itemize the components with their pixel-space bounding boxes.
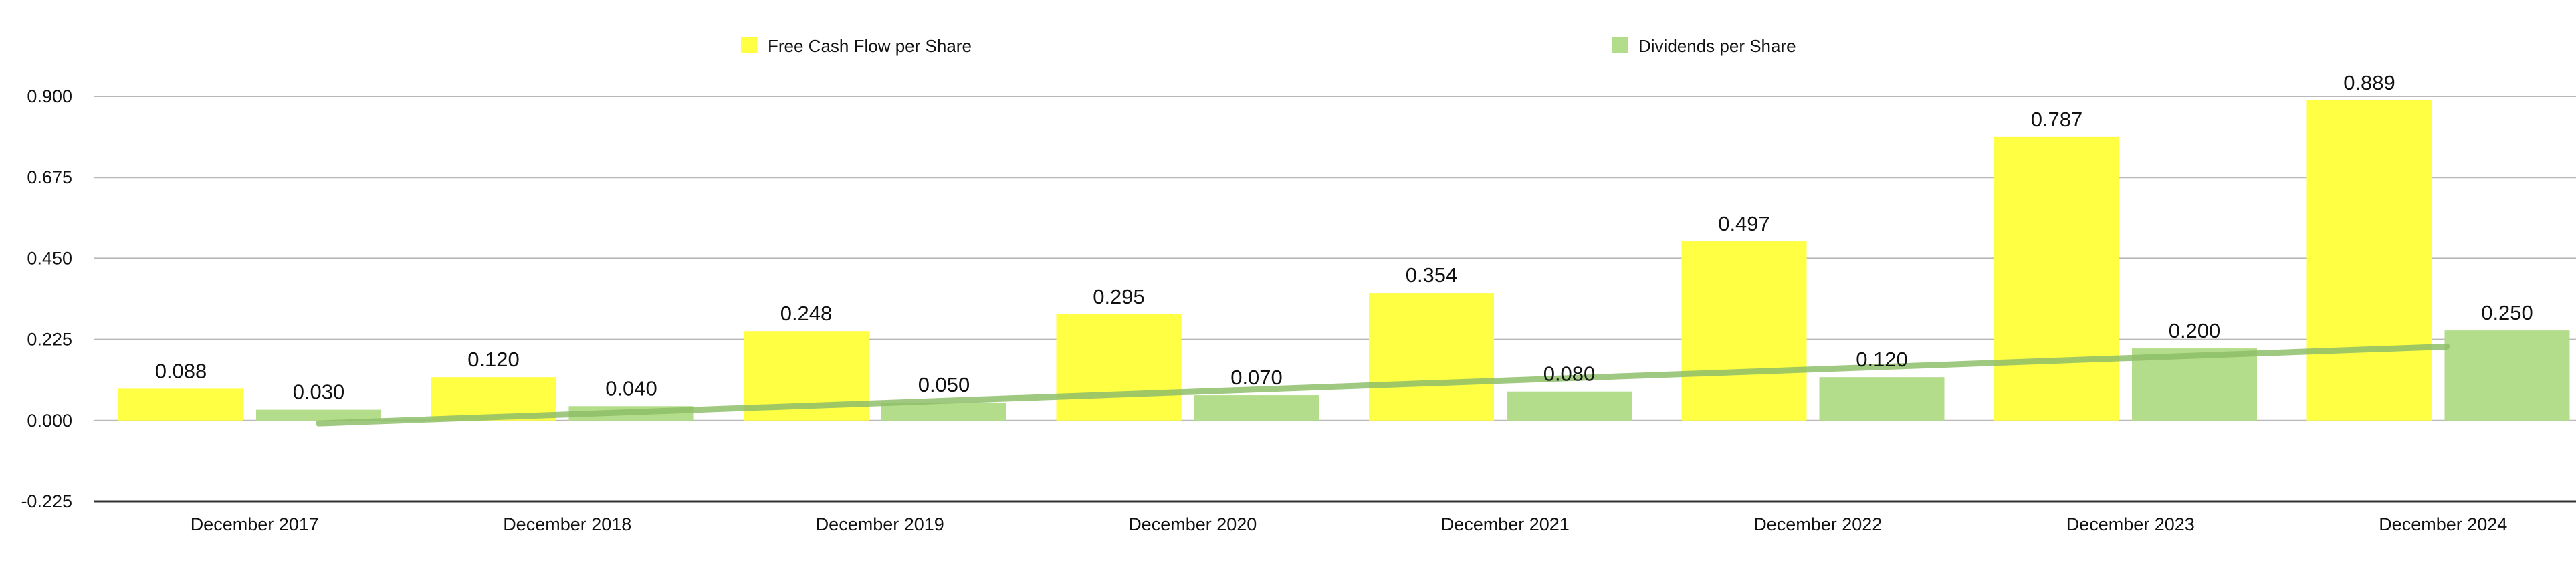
- legend-label-dividends: Dividends per Share: [1638, 36, 1796, 56]
- x-tick-label: December 2021: [1441, 514, 1570, 534]
- y-tick-label: 0.450: [27, 248, 72, 268]
- data-label: 0.200: [2169, 319, 2221, 342]
- legend: Free Cash Flow per Share Dividends per S…: [741, 36, 1796, 56]
- data-label: 0.088: [155, 359, 207, 382]
- bar-free-cash-flow: [2306, 100, 2432, 421]
- data-label: 0.040: [605, 376, 657, 400]
- x-tick-label: December 2024: [2379, 514, 2507, 534]
- x-tick-label: December 2018: [503, 514, 631, 534]
- x-tick-label: December 2017: [191, 514, 319, 534]
- data-label: 0.120: [467, 348, 520, 371]
- data-label: 0.030: [293, 380, 345, 404]
- trendline-dividends: [316, 343, 2450, 427]
- bar-free-cash-flow: [1994, 136, 2119, 421]
- y-tick-label: 0.225: [27, 330, 72, 350]
- legend-label-fcf: Free Cash Flow per Share: [768, 36, 972, 56]
- data-label: 0.120: [1856, 348, 1908, 371]
- bar-dividends: [2444, 330, 2570, 421]
- bar-free-cash-flow: [1369, 293, 1494, 421]
- x-tick-label: December 2019: [816, 514, 944, 534]
- data-label: 0.497: [1718, 212, 1770, 235]
- y-tick-label: 0.900: [27, 86, 72, 106]
- data-label: 0.250: [2481, 301, 2533, 324]
- data-label: 0.295: [1093, 285, 1145, 308]
- bars-layer: [118, 100, 2570, 421]
- bar-dividends: [881, 402, 1006, 421]
- data-label: 0.050: [918, 373, 970, 397]
- legend-swatch-dividends: [1612, 37, 1628, 53]
- labels-layer: 0.088 0.030 December 2017 0.120 0.040 Decembe…: [155, 71, 2533, 534]
- x-tick-label: December 2020: [1128, 514, 1257, 534]
- data-label: 0.889: [2343, 71, 2395, 94]
- trend-layer: [316, 343, 2450, 427]
- bar-free-cash-flow: [1056, 314, 1182, 421]
- data-label: 0.080: [1543, 362, 1596, 386]
- y-tick-label: -0.225: [21, 491, 72, 512]
- y-tick-label: 0.000: [27, 411, 72, 431]
- bar-dividends: [1194, 395, 1319, 421]
- data-label: 0.787: [2031, 108, 2083, 131]
- y-tick-label: 0.675: [27, 167, 72, 187]
- data-label: 0.354: [1406, 263, 1458, 287]
- data-label: 0.248: [780, 302, 833, 325]
- bar-dividends: [1507, 391, 1632, 421]
- data-label: 0.070: [1230, 366, 1283, 389]
- bar-free-cash-flow: [1681, 241, 1807, 421]
- x-tick-label: December 2023: [2066, 514, 2195, 534]
- bar-dividends: [2132, 348, 2257, 421]
- legend-swatch-fcf: [741, 37, 757, 53]
- bar-free-cash-flow: [118, 388, 243, 421]
- bar-dividends: [256, 409, 381, 421]
- bar-dividends: [1819, 377, 1945, 421]
- x-tick-label: December 2022: [1753, 514, 1882, 534]
- grid-layer: 0.900 0.675 0.450 0.225 0.000 -0.225: [21, 86, 2576, 512]
